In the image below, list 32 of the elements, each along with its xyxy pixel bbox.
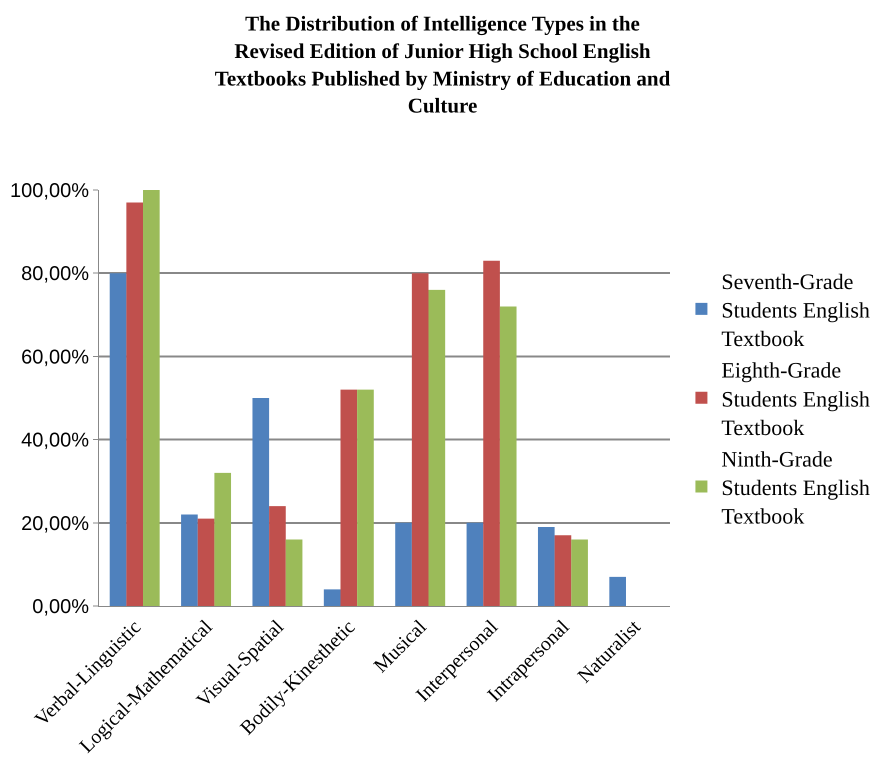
- bar: [324, 589, 340, 606]
- legend-label: Seventh-Grade Students English Textbook: [721, 268, 870, 352]
- bar: [198, 518, 214, 606]
- y-tick-label: 80,00%: [21, 263, 90, 286]
- bar: [538, 526, 555, 606]
- bar: [269, 506, 286, 606]
- y-tick-label: 100,00%: [10, 180, 90, 202]
- bar: [554, 535, 572, 606]
- bar: [143, 190, 160, 606]
- bar: [428, 290, 446, 606]
- bar: [483, 260, 500, 606]
- legend-label: Ninth-Grade Students English Textbook: [721, 446, 870, 529]
- y-tick-label: 0,00%: [32, 596, 90, 618]
- bar: [609, 576, 626, 606]
- bar: [340, 390, 358, 606]
- bar: [252, 398, 270, 606]
- legend-label: Eighth-Grade Students English Textbook: [721, 358, 870, 440]
- chart-title: The Distribution of Intelligence Types in the Revised Edition of Junior High School English Textbooks Published by Ministry of Education and Culture: [214, 12, 671, 118]
- bar: [214, 472, 232, 606]
- bar: [500, 306, 517, 606]
- y-tick-label: 40,00%: [21, 430, 90, 452]
- bar: [571, 539, 588, 606]
- bar: [126, 202, 144, 606]
- bar: [395, 522, 412, 606]
- bar: [110, 273, 126, 606]
- bar: [466, 522, 484, 606]
- y-tick-label: 60,00%: [21, 346, 90, 368]
- bar: [286, 539, 302, 606]
- bar: [181, 514, 198, 606]
- bar: [412, 273, 429, 606]
- bar: [357, 390, 374, 606]
- y-tick-label: 20,00%: [21, 512, 90, 535]
